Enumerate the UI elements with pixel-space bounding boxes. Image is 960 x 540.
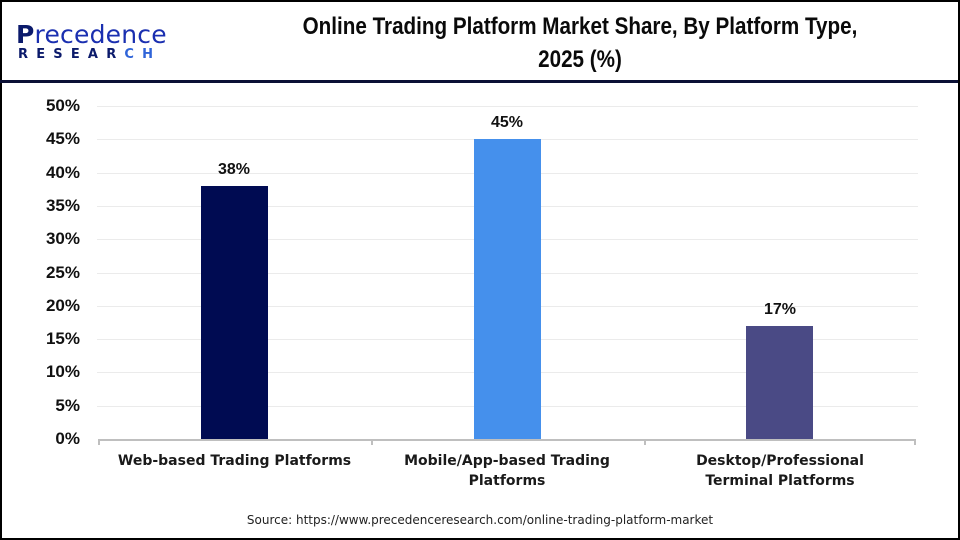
y-axis-tick-label: 20% xyxy=(45,296,80,315)
y-axis-tick-label: 10% xyxy=(45,362,80,381)
logo-subtitle: RESEARCH xyxy=(18,47,162,62)
y-axis-tick-label: 40% xyxy=(45,163,80,182)
y-axis-tick-label: 35% xyxy=(45,196,80,215)
bar-value-label: 45% xyxy=(490,114,524,131)
source-note: Source: https://www.precedenceresearch.c… xyxy=(246,513,714,527)
x-axis-category-label: Mobile/App-based Trading Platforms xyxy=(404,453,610,489)
y-axis-tick-label: 0% xyxy=(55,429,80,448)
bar-mobile xyxy=(474,139,541,439)
y-axis-tick-label: 25% xyxy=(45,263,80,282)
y-axis-tick-label: 50% xyxy=(45,96,80,115)
x-axis-line xyxy=(98,439,916,441)
chart-title-line1: Online Trading Platform Market Share, By… xyxy=(302,13,858,40)
header-divider xyxy=(0,80,958,83)
x-axis-tick xyxy=(644,439,646,445)
x-axis-category-label: Desktop/Professional Terminal Platforms xyxy=(696,453,864,489)
chart-title-line2: 2025 (%) xyxy=(538,46,622,73)
gridline xyxy=(97,106,918,107)
precedence-research-logo: Precedence RESEARCH xyxy=(16,20,167,64)
bar-value-label: 38% xyxy=(217,161,251,178)
y-axis-tick-label: 30% xyxy=(45,229,80,248)
y-axis-tick-label: 5% xyxy=(55,396,80,415)
x-axis-category-label: Web-based Trading Platforms xyxy=(117,453,352,469)
bar-value-label: 17% xyxy=(763,301,797,318)
bar-desktop xyxy=(746,326,813,439)
bar-web xyxy=(201,186,268,439)
chart-title: Online Trading Platform Market Share, By… xyxy=(253,10,907,76)
x-axis-tick xyxy=(914,439,916,445)
x-axis-tick xyxy=(371,439,373,445)
logo-wordmark: Precedence xyxy=(16,20,167,49)
y-axis-tick-label: 15% xyxy=(45,329,80,348)
y-axis-tick-label: 45% xyxy=(45,129,80,148)
x-axis-tick xyxy=(98,439,100,445)
